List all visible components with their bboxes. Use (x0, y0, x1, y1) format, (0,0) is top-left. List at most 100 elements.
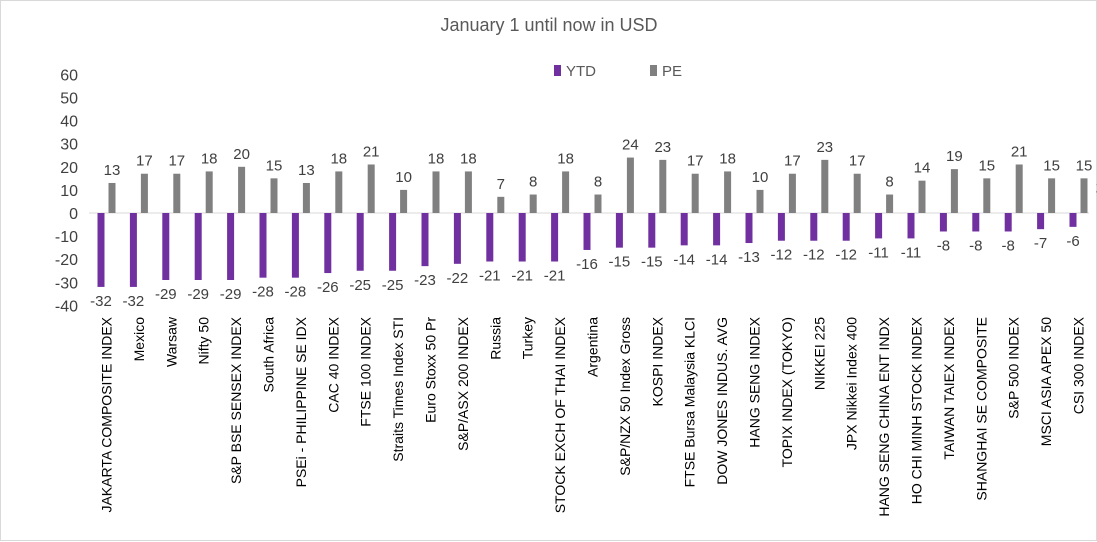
bar-ytd (1070, 213, 1077, 227)
bar-pe (368, 164, 375, 213)
bar-pe (530, 195, 537, 213)
y-tick-label: -40 (55, 298, 78, 315)
y-tick-label: 60 (60, 67, 78, 84)
x-tick-label: S&P/NZX 50 Index Gross (617, 317, 633, 476)
bar-pe (271, 178, 278, 213)
x-tick-label: CAC 40 INDEX (325, 316, 341, 412)
data-label-ytd: -8 (1002, 237, 1015, 254)
bar-pe (173, 174, 180, 213)
data-label-pe: 10 (395, 169, 412, 186)
data-label-pe: 7 (497, 176, 505, 193)
bar-ytd (1005, 213, 1012, 231)
x-tick-label: S&P BSE SENSEX INDEX (228, 316, 244, 484)
bar-ytd (713, 213, 720, 245)
bar-ytd (843, 213, 850, 241)
data-label-ytd: -25 (349, 277, 371, 294)
bar-ytd (1037, 213, 1044, 229)
data-label-pe: 15 (1076, 157, 1093, 174)
data-label-pe: 20 (233, 146, 250, 163)
bar-pe (497, 197, 504, 213)
y-tick-label: 50 (60, 91, 78, 108)
data-label-ytd: -8 (969, 237, 982, 254)
x-tick-label: JPX Nikkei Index 400 (844, 317, 860, 450)
x-tick-label: Turkey (520, 317, 536, 359)
data-label-ytd: -7 (1034, 235, 1047, 252)
x-tick-label: STOCK EXCH OF THAI INDEX (552, 316, 568, 513)
legend-swatch (650, 65, 657, 76)
bar-pe (757, 190, 764, 213)
x-tick-label: FTSE Bursa Malaysia KLCI (682, 317, 698, 487)
bar-ytd (227, 213, 234, 280)
x-tick-label: Nifty 50 (196, 317, 212, 365)
data-label-ytd: -21 (479, 268, 501, 285)
x-tick-label: S&P/ASX 200 INDEX (455, 316, 471, 451)
bar-pe (595, 195, 602, 213)
bar-ytd (908, 213, 915, 238)
x-tick-label: MSCI ASIA APEX 50 (1038, 317, 1054, 446)
bar-pe (1081, 178, 1088, 213)
data-label-pe: 10 (752, 169, 769, 186)
bar-pe (238, 167, 245, 213)
data-label-ytd: -32 (123, 293, 145, 310)
x-tick-label: HANG SENG INDEX (747, 316, 763, 447)
bar-ytd (648, 213, 655, 248)
data-label-pe: 15 (978, 157, 995, 174)
legend-label: PE (662, 63, 682, 80)
y-tick-label: 40 (60, 114, 78, 131)
bar-pe (1016, 164, 1023, 213)
bar-ytd (584, 213, 591, 250)
bar-ytd (260, 213, 267, 278)
bar-ytd (519, 213, 526, 262)
bar-pe (400, 190, 407, 213)
y-tick-label: 20 (60, 160, 78, 177)
bar-pe (919, 181, 926, 213)
x-tick-label: SHANGHAI SE COMPOSITE (973, 317, 989, 501)
bar-ytd (98, 213, 105, 287)
legend-swatch (554, 65, 561, 76)
x-tick-label: HANG SENG CHINA ENT INDX (876, 316, 892, 516)
bar-ytd (486, 213, 493, 262)
x-tick-label: FTSE 100 INDEX (358, 316, 374, 426)
data-label-ytd: -12 (771, 247, 793, 264)
bar-ytd (292, 213, 299, 278)
data-label-ytd: -28 (252, 284, 274, 301)
bar-pe (303, 183, 310, 213)
data-label-ytd: -26 (317, 279, 339, 296)
data-label-ytd: -14 (706, 251, 728, 268)
data-label-pe: 18 (201, 150, 218, 167)
bar-pe (951, 169, 958, 213)
bar-pe (692, 174, 699, 213)
data-label-pe: 18 (719, 150, 736, 167)
x-tick-label: CSI 300 INDEX (1071, 316, 1087, 414)
data-label-ytd: -23 (414, 272, 436, 289)
data-label-ytd: -21 (544, 268, 566, 285)
data-label-pe: 21 (363, 143, 380, 160)
x-tick-label: Russia (487, 317, 503, 360)
data-label-ytd: -28 (285, 284, 307, 301)
bar-ytd (746, 213, 753, 243)
data-label-pe: 21 (1011, 143, 1028, 160)
bar-pe (465, 171, 472, 213)
data-label-pe: 18 (428, 150, 445, 167)
data-label-ytd: -12 (803, 247, 825, 264)
x-tick-label: JAKARTA COMPOSITE INDEX (99, 316, 115, 512)
x-tick-label: South Africa (261, 317, 277, 393)
bar-ytd (162, 213, 169, 280)
data-label-ytd: -8 (937, 237, 950, 254)
x-tick-label: Straits Times Index STI (390, 317, 406, 462)
x-tick-label: TOPIX INDEX (TOKYO) (779, 317, 795, 467)
data-label-pe: 8 (594, 174, 602, 191)
bar-ytd (616, 213, 623, 248)
data-label-pe: 13 (298, 162, 315, 179)
bar-pe (659, 160, 666, 213)
x-tick-label: PSEi - PHILIPPINE SE IDX (293, 316, 309, 487)
bar-pe (983, 178, 990, 213)
data-label-ytd: -22 (447, 270, 469, 287)
data-label-ytd: -32 (90, 293, 112, 310)
bar-ytd (324, 213, 331, 273)
bar-pe (335, 171, 342, 213)
bar-ytd (130, 213, 137, 287)
data-label-pe: 8 (885, 174, 893, 191)
